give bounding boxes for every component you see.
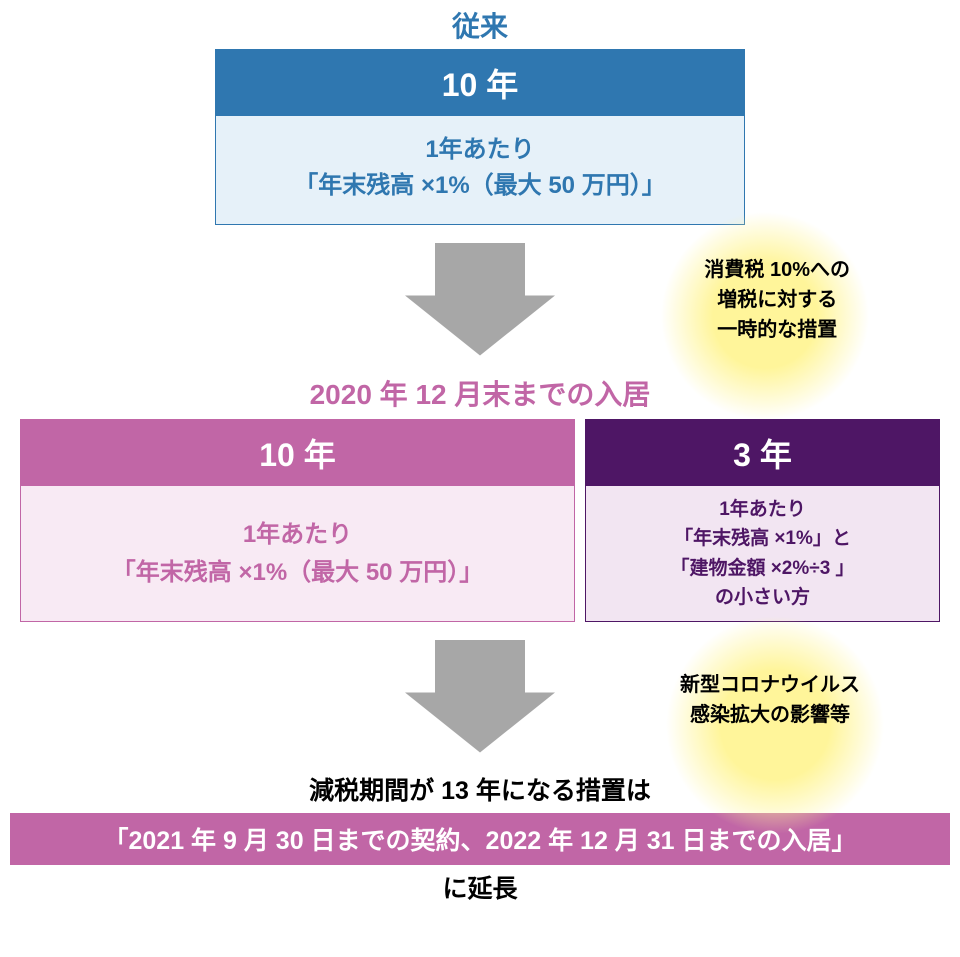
arrow1-zone: 消費税 10%への 増税に対する 一時的な措置 [0,233,960,373]
section2-colA-band: 10 年 [21,420,574,486]
section2-colA-body: 1年あたり 「年末残高 ×1%（最大 50 万円）」 [21,486,574,621]
section2-colB-body: 1年あたり 「年末残高 ×1%」と 「建物金額 ×2%÷3 」 の小さい方 [586,486,939,621]
down-arrow-icon [405,243,555,356]
arrow2-note: 新型コロナウイルス 感染拡大の影響等 [680,670,860,730]
section2-colB: 3 年 1年あたり 「年末残高 ×1%」と 「建物金額 ×2%÷3 」 の小さい… [585,419,940,622]
arrow1-note: 消費税 10%への 増税に対する 一時的な措置 [704,255,850,345]
section1-box: 10 年 1年あたり 「年末残高 ×1%（最大 50 万円）」 [215,49,745,225]
section2-colA: 10 年 1年あたり 「年末残高 ×1%（最大 50 万円）」 [20,419,575,622]
section2-row: 10 年 1年あたり 「年末残高 ×1%（最大 50 万円）」 3 年 1年あた… [20,419,940,622]
bottom-post: に延長 [0,869,960,905]
section2-colB-band: 3 年 [586,420,939,486]
section1-band: 10 年 [216,50,744,116]
down-arrow-icon [405,640,555,753]
section1-title: 従来 [0,5,960,45]
arrow2-zone: 新型コロナウイルス 感染拡大の影響等 [0,630,960,775]
section1-body: 1年あたり 「年末残高 ×1%（最大 50 万円）」 [216,116,744,224]
